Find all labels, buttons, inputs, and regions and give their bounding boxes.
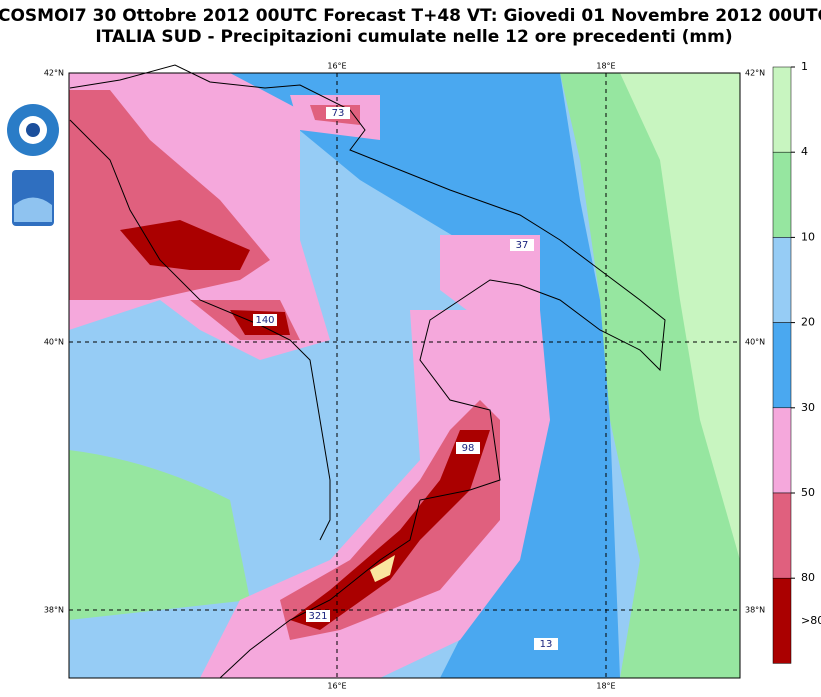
- legend-label: 4: [801, 145, 808, 158]
- max-label-box: [510, 239, 534, 251]
- lat-label: 42°N: [44, 69, 64, 78]
- lon-label: 18°E: [596, 682, 615, 691]
- lat-label: 38°N: [44, 606, 64, 615]
- legend-label: 10: [801, 230, 815, 243]
- lat-label: 40°N: [44, 338, 64, 347]
- logos: [7, 104, 59, 226]
- coastline: [69, 64, 666, 679]
- lat-label: 40°N: [745, 338, 765, 347]
- precip-field: [69, 73, 740, 678]
- legend-label: 30: [801, 401, 815, 414]
- legend-label: 80: [801, 571, 815, 584]
- legend-swatch: [772, 492, 792, 579]
- max-label: 37: [516, 240, 529, 251]
- legend-swatch: [772, 66, 792, 153]
- max-label-box: [326, 107, 350, 119]
- legend-swatch: [772, 237, 792, 323]
- max-label: 13: [540, 639, 553, 650]
- legend-label: >80: [801, 614, 821, 627]
- legend-label: 50: [801, 486, 815, 499]
- max-label-box: [534, 638, 558, 650]
- max-label: 321: [308, 611, 327, 622]
- lon-label: 18°E: [596, 62, 615, 71]
- graticule: [69, 73, 740, 678]
- lat-label: 38°N: [745, 606, 765, 615]
- subtitle: ITALIA SUD - Precipitazioni cumulate nel…: [95, 27, 732, 47]
- map-frame: [68, 72, 741, 679]
- max-label-box: [253, 314, 277, 326]
- legend-swatch: [772, 151, 792, 238]
- lon-label: 16°E: [327, 62, 346, 71]
- max-label: 140: [255, 315, 274, 326]
- max-label: 73: [332, 108, 345, 119]
- legend-swatch: [772, 322, 792, 409]
- lon-label: 16°E: [327, 682, 346, 691]
- lat-label: 42°N: [745, 69, 765, 78]
- legend-swatch: [772, 407, 792, 494]
- legend-label: 20: [801, 316, 815, 329]
- max-label-box: [306, 610, 330, 622]
- legend-label: 1: [801, 60, 808, 73]
- max-label-box: [456, 442, 480, 454]
- title: COSMOI7 30 Ottobre 2012 00UTC Forecast T…: [0, 6, 821, 26]
- max-label: 98: [462, 443, 475, 454]
- legend-swatch: [772, 577, 792, 664]
